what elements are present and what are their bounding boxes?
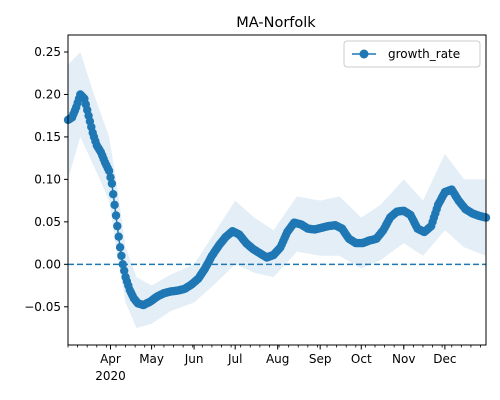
- data-point: [118, 260, 128, 269]
- y-tick-label: 0.15: [34, 130, 61, 144]
- chart-title: MA-Norfolk: [236, 15, 316, 31]
- x-tick-label: Aug: [266, 352, 289, 366]
- data-point: [104, 166, 114, 176]
- legend-marker-swatch: [359, 49, 369, 59]
- data-point: [117, 251, 126, 260]
- x-tick-label: May: [139, 352, 164, 366]
- x-tick-label: Nov: [392, 352, 415, 366]
- data-point: [113, 221, 122, 231]
- x-tick-label: Dec: [433, 352, 456, 366]
- confidence-band: [68, 52, 486, 328]
- x-tick-label: Sep: [309, 352, 332, 366]
- data-point: [107, 179, 117, 188]
- y-tick-label: 0.10: [34, 172, 61, 186]
- data-point: [120, 266, 129, 275]
- y-tick-label: −0.05: [24, 300, 61, 314]
- data-point: [115, 243, 125, 252]
- x-axis: Apr 2020 May Jun Jul Aug Sep Oct Nov Dec: [67, 345, 481, 383]
- confidence-band-layer: [68, 52, 486, 328]
- series-layer: [63, 90, 491, 310]
- data-point: [114, 232, 123, 241]
- y-tick-label: 0.00: [34, 257, 61, 271]
- y-tick-label: 0.05: [34, 215, 61, 229]
- axes-frame: [67, 34, 487, 346]
- legend-box: [343, 40, 481, 68]
- data-point: [109, 190, 118, 199]
- x-tick-label: Jul: [227, 352, 242, 366]
- y-tick-label: 0.20: [34, 87, 61, 101]
- y-axis: −0.05 0.00 0.05 0.10 0.15 0.20 0.25: [24, 45, 68, 314]
- legend-label: growth_rate: [388, 47, 460, 61]
- x-tick-label: Oct: [351, 352, 372, 366]
- x-tick-label: Apr: [100, 352, 121, 366]
- data-point: [110, 200, 119, 210]
- x-tick-sublabel: 2020: [95, 369, 126, 383]
- y-tick-label: 0.25: [34, 45, 61, 59]
- legend: growth_rate: [343, 40, 481, 68]
- data-point: [106, 173, 115, 182]
- x-tick-label: Jun: [184, 352, 204, 366]
- data-point: [111, 211, 121, 220]
